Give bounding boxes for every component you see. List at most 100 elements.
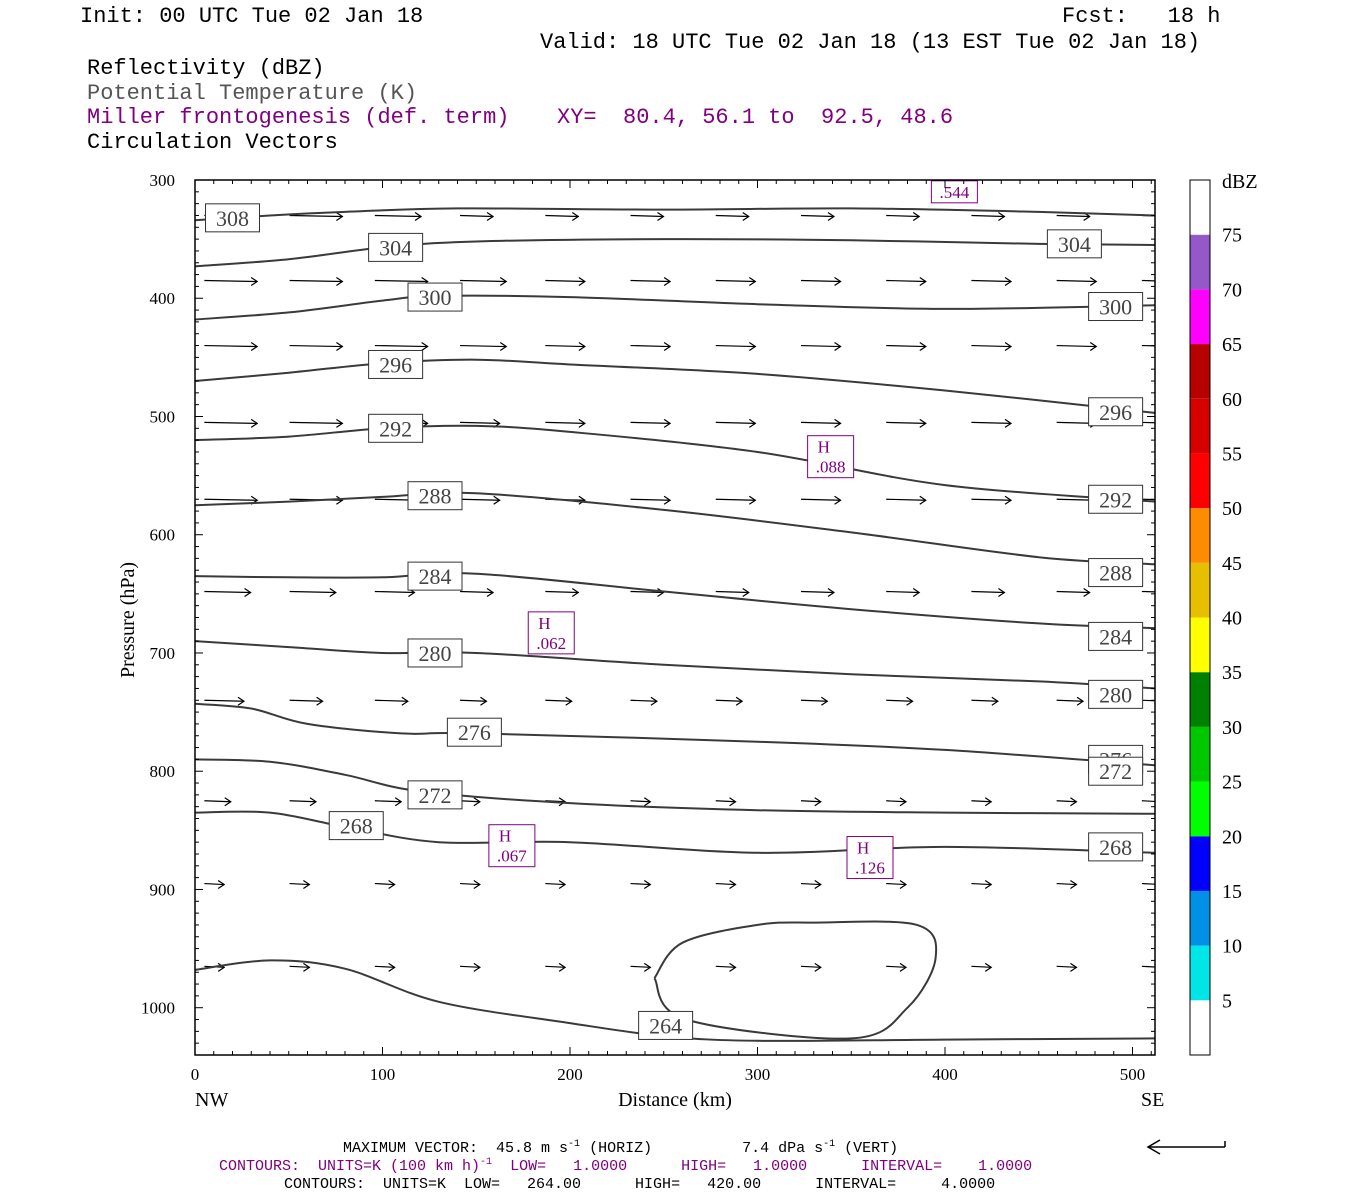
- contour-label-box: [1088, 679, 1144, 709]
- exponent: -1: [480, 1157, 493, 1168]
- vector-arrowhead: [749, 495, 757, 505]
- circulation-vector: [204, 498, 258, 501]
- colorbar-segment: [1190, 453, 1210, 509]
- circulation-vector: [204, 590, 251, 594]
- contour-label: 308: [216, 206, 249, 231]
- circulation-vector: [460, 699, 487, 702]
- vector-arrowhead: [558, 880, 567, 890]
- y-axis-label: Pressure (hPa): [117, 562, 139, 678]
- circulation-vector: [800, 882, 821, 886]
- circulation-vector: [460, 421, 500, 424]
- vector-arrowhead: [571, 211, 580, 221]
- field-reflectivity: Reflectivity (dBZ): [87, 56, 325, 81]
- circulation-vector: [545, 421, 585, 424]
- circulation-vector: [630, 699, 657, 702]
- max-vector-suffix: (VERT): [835, 1140, 899, 1157]
- vector-arrowhead: [1004, 342, 1013, 352]
- contour-label: 288: [419, 484, 452, 509]
- vector-arrowhead: [401, 696, 409, 706]
- contour-label: 276: [458, 720, 491, 745]
- colorbar-label: 45: [1222, 553, 1242, 575]
- circulation-vector: [1141, 421, 1155, 424]
- vector-arrowhead: [499, 277, 508, 287]
- maximum-box: [846, 836, 894, 880]
- x-tick-label: 100: [370, 1065, 396, 1084]
- circulation-vector: [1141, 590, 1155, 593]
- vector-arrowhead: [578, 277, 586, 287]
- vector-arrowhead: [919, 342, 927, 352]
- circulation-vector: [460, 800, 480, 803]
- vector-arrowhead: [919, 418, 927, 428]
- vector-arrowhead: [827, 211, 836, 221]
- field-theta: Potential Temperature (K): [87, 81, 418, 106]
- vector-arrowhead: [1175, 419, 1181, 427]
- x-tick-label: 0: [191, 1065, 200, 1084]
- maximum-box: [930, 180, 978, 204]
- vector-arrowhead: [643, 797, 652, 807]
- vector-arrowhead: [309, 797, 318, 807]
- frontogenesis-contour-info: CONTOURS: UNITS=K (100 km h)-1 LOW= 1.00…: [219, 1157, 1032, 1175]
- vector-arrowhead: [643, 880, 652, 890]
- y-tick-label: 500: [150, 407, 176, 426]
- circulation-vector: [715, 590, 749, 594]
- max-vector-line: MAXIMUM VECTOR: 45.8 m s-1 (HORIZ) 7.4 d…: [343, 1140, 899, 1157]
- x-axis-label: Distance (km): [618, 1089, 732, 1111]
- vector-arrowhead: [1070, 797, 1078, 807]
- vector-arrowhead: [1004, 277, 1013, 287]
- contour-label: 288: [1099, 561, 1132, 586]
- circulation-vector: [289, 965, 310, 968]
- circulation-vector: [800, 498, 841, 501]
- circulation-vector: [715, 214, 749, 218]
- circulation-vector: [289, 214, 343, 218]
- vector-arrowhead: [1175, 496, 1181, 504]
- circulation-vector: [1141, 800, 1155, 803]
- theta-contour-264-closed: [653, 920, 938, 1040]
- colorbar-label: 25: [1222, 772, 1242, 794]
- vector-arrowhead: [1004, 418, 1013, 428]
- vector-arrowhead: [827, 587, 836, 597]
- circulation-vector: [374, 800, 402, 803]
- circulation-vector: [289, 421, 343, 424]
- vector-arrowhead: [1076, 696, 1085, 706]
- vector-arrowhead: [303, 880, 311, 890]
- vector-arrowhead: [663, 418, 672, 428]
- vector-arrowhead: [336, 495, 344, 505]
- valid-time: Valid: 18 UTC Tue 02 Jan 18 (13 EST Tue …: [540, 30, 1201, 55]
- contour-label: 272: [1099, 759, 1132, 784]
- contour-label-box: [205, 203, 260, 233]
- vector-arrowhead: [421, 342, 429, 352]
- colorbar-segment: [1190, 726, 1210, 782]
- vector-arrowhead: [1089, 342, 1098, 352]
- contour-label: 300: [1099, 295, 1132, 320]
- x-tick-label: 300: [745, 1065, 771, 1084]
- circulation-vector: [971, 279, 1012, 283]
- vector-arrowhead: [329, 587, 337, 597]
- circulation-vector: [1056, 699, 1084, 702]
- theta-contour-304: [195, 238, 1155, 268]
- field-vectors: Circulation Vectors: [87, 130, 338, 155]
- circulation-vector: [715, 882, 736, 886]
- circulation-vector: [971, 344, 1012, 348]
- reference-vector-icon: [1146, 1139, 1226, 1155]
- vector-arrowhead: [742, 587, 750, 597]
- vector-arrowhead: [899, 962, 908, 972]
- contour-label-box: [1046, 229, 1102, 259]
- x-tick-label: 200: [557, 1065, 583, 1084]
- theta-contour-300: [195, 294, 1155, 321]
- circulation-vector: [971, 699, 998, 702]
- vector-arrowhead: [578, 418, 586, 428]
- circulation-vector: [374, 699, 408, 702]
- field-frontogenesis: Miller frontogenesis (def. term): [87, 105, 510, 130]
- colorbar-segment: [1190, 836, 1210, 891]
- vector-arrowhead: [749, 342, 757, 352]
- colorbar-segment: [1190, 945, 1210, 1001]
- vector-arrowhead: [250, 342, 259, 352]
- cross-section-coords: XY= 80.4, 56.1 to 92.5, 48.6: [557, 105, 954, 130]
- circulation-vector: [289, 279, 343, 283]
- vector-arrowhead: [336, 277, 344, 287]
- max-vector-text: MAXIMUM VECTOR: 45.8 m s: [343, 1140, 569, 1157]
- circulation-vector: [460, 344, 507, 348]
- vector-arrowhead: [991, 696, 999, 706]
- theta-contour-280: [195, 640, 1155, 690]
